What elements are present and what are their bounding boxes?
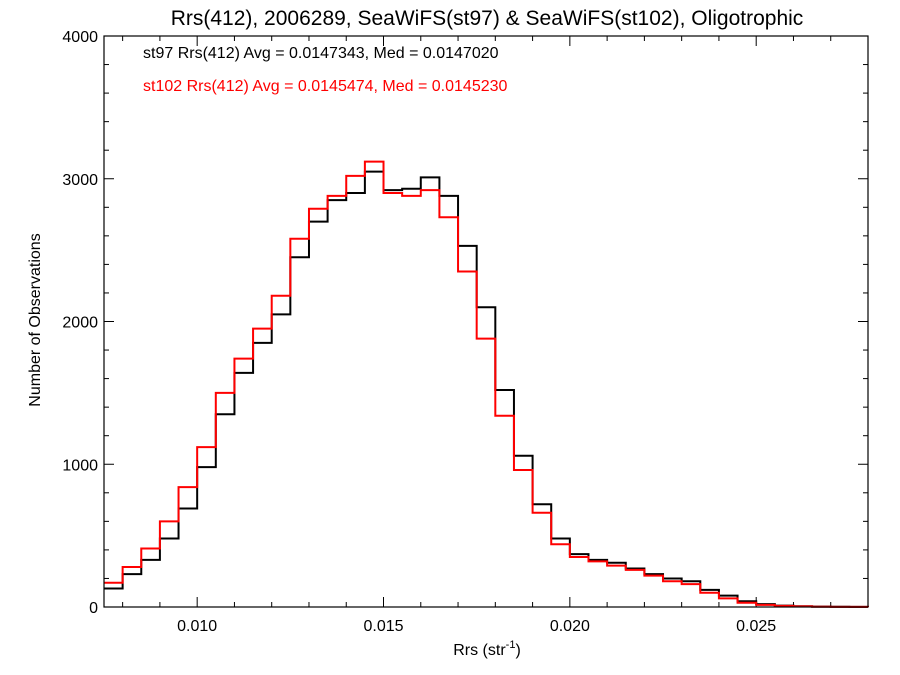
y-axis-label: Number of Observations [27,233,44,406]
axis-ticks: 0.010 0.015 0.020 0.025 0 1000 2000 3000 4000 [62,29,869,635]
x-axis-label: Rrs (str-1) [453,639,521,659]
y-tick-label: 2000 [62,315,98,332]
chart-title: Rrs(412), 2006289, SeaWiFS(st97) & SeaWi… [171,7,804,30]
y-tick-label: 0 [89,600,98,617]
x-axis-label-sup: -1 [506,639,516,651]
y-tick-label: 1000 [62,457,98,474]
x-tick-label: 0.010 [177,618,217,635]
series-line-2 [104,160,869,608]
x-tick-label: 0.020 [550,618,590,635]
y-tick-label: 3000 [62,172,98,189]
plot-frame [103,35,869,608]
x-axis-label-main: Rrs (str [453,642,506,659]
y-tick-label: 4000 [62,29,98,46]
legend-entry-2: st102 Rrs(412) Avg = 0.0145474, Med = 0.… [143,78,508,95]
series-line-1 [104,170,869,608]
x-axis-label-end: ) [515,642,520,659]
legend-entry-1: st97 Rrs(412) Avg = 0.0147343, Med = 0.0… [143,45,499,62]
x-tick-label: 0.015 [363,618,403,635]
plot-series [104,160,869,608]
x-tick-label: 0.025 [736,618,776,635]
legend: st97 Rrs(412) Avg = 0.0147343, Med = 0.0… [143,45,508,95]
